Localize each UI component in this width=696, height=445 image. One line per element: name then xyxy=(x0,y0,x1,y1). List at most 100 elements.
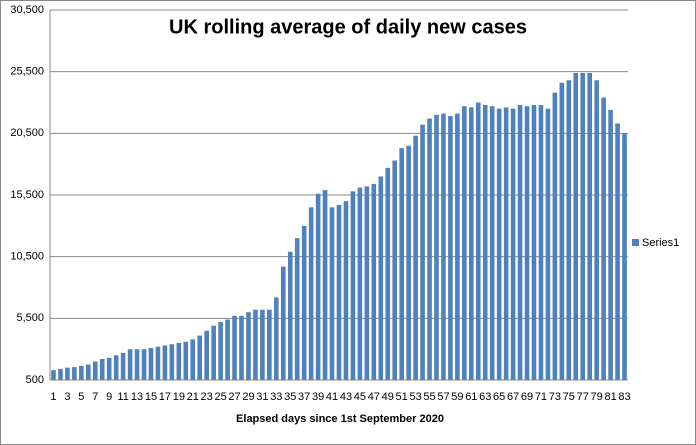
chart-title: UK rolling average of daily new cases xyxy=(169,16,527,38)
bar xyxy=(469,107,474,380)
x-tick-label: 7 xyxy=(92,391,98,403)
bar xyxy=(329,207,335,380)
y-tick-label: 25,500 xyxy=(10,66,44,78)
x-tick-label: 77 xyxy=(577,391,589,403)
x-tick-label: 37 xyxy=(298,391,310,403)
bar xyxy=(294,238,300,380)
y-tick-label: 15,500 xyxy=(10,189,44,201)
bar xyxy=(120,352,126,380)
bar xyxy=(343,201,349,380)
bar xyxy=(113,355,119,380)
bar xyxy=(204,330,209,380)
bar xyxy=(448,116,453,381)
x-tick-label: 9 xyxy=(106,391,112,403)
y-tick-label: 30,500 xyxy=(10,4,44,16)
bar xyxy=(148,347,154,380)
x-tick-label: 71 xyxy=(535,391,547,403)
bar xyxy=(385,167,391,380)
bar xyxy=(489,106,495,380)
x-tick-label: 67 xyxy=(507,391,519,403)
x-tick-label: 51 xyxy=(396,391,408,403)
bar xyxy=(496,108,502,381)
x-tick-label: 57 xyxy=(437,391,449,403)
x-tick-label: 31 xyxy=(256,391,268,403)
bar xyxy=(427,118,432,381)
x-tick-label: 17 xyxy=(159,391,171,403)
x-tick-label: 5 xyxy=(78,391,84,403)
bar xyxy=(434,114,439,380)
bar xyxy=(99,359,105,380)
bar xyxy=(552,92,558,380)
bar xyxy=(350,191,356,380)
y-tick-label: 20,500 xyxy=(10,127,44,139)
bar xyxy=(232,315,237,380)
bar xyxy=(475,102,481,380)
x-tick-label: 53 xyxy=(409,391,421,403)
x-tick-label: 75 xyxy=(563,391,575,403)
x-tick-label: 79 xyxy=(591,391,603,403)
bar xyxy=(503,107,509,380)
x-tick-label: 27 xyxy=(228,391,240,403)
bar xyxy=(51,370,56,380)
bar xyxy=(601,97,606,381)
bar xyxy=(531,104,537,380)
bar xyxy=(378,176,384,380)
bar xyxy=(211,325,216,380)
bar xyxy=(225,319,230,380)
bar xyxy=(239,315,244,380)
bar xyxy=(538,104,544,380)
bar xyxy=(197,335,203,380)
bar xyxy=(280,266,286,380)
x-tick-label: 47 xyxy=(368,391,380,403)
bar xyxy=(622,133,627,380)
x-tick-label: 35 xyxy=(284,391,296,403)
bar xyxy=(134,349,140,380)
x-tick-label: 25 xyxy=(214,391,226,403)
bar xyxy=(169,344,175,380)
bar xyxy=(573,72,579,381)
x-tick-label: 63 xyxy=(479,391,491,403)
bar xyxy=(594,80,599,381)
bar xyxy=(253,309,258,380)
x-tick-label: 41 xyxy=(326,391,338,403)
x-tick-label: 69 xyxy=(521,391,533,403)
bar xyxy=(455,113,460,380)
x-tick-label: 15 xyxy=(145,391,157,403)
bar xyxy=(566,80,572,381)
x-tick-label: 65 xyxy=(493,391,505,403)
bar xyxy=(162,345,168,380)
x-tick-label: 61 xyxy=(465,391,477,403)
legend-swatch xyxy=(632,239,639,246)
bar xyxy=(392,160,398,380)
bar xyxy=(510,108,516,381)
x-tick-label: 21 xyxy=(187,391,199,403)
bar xyxy=(274,297,279,380)
bar xyxy=(287,251,293,380)
bar xyxy=(301,225,307,380)
bar xyxy=(92,361,98,380)
bar xyxy=(406,145,411,380)
x-tick-label: 55 xyxy=(423,391,435,403)
bar xyxy=(371,183,377,380)
bar xyxy=(441,113,446,380)
x-tick-label: 3 xyxy=(64,391,70,403)
bar xyxy=(364,186,370,380)
bar xyxy=(260,309,265,380)
x-tick-label: 13 xyxy=(131,391,143,403)
x-axis-label: Elapsed days since 1st September 2020 xyxy=(236,413,444,425)
bar xyxy=(190,339,196,380)
bar xyxy=(65,367,70,380)
x-tick-label: 73 xyxy=(549,391,561,403)
x-tick-label: 33 xyxy=(270,391,282,403)
x-tick-label: 23 xyxy=(201,391,213,403)
x-tick-label: 83 xyxy=(618,391,630,403)
bar xyxy=(524,106,530,380)
x-tick-label: 45 xyxy=(354,391,366,403)
bar xyxy=(413,135,418,380)
bar xyxy=(357,187,363,380)
x-tick-label: 29 xyxy=(242,391,254,403)
bar xyxy=(176,343,182,380)
bar xyxy=(79,365,84,380)
y-tick-label: 500 xyxy=(26,374,44,386)
